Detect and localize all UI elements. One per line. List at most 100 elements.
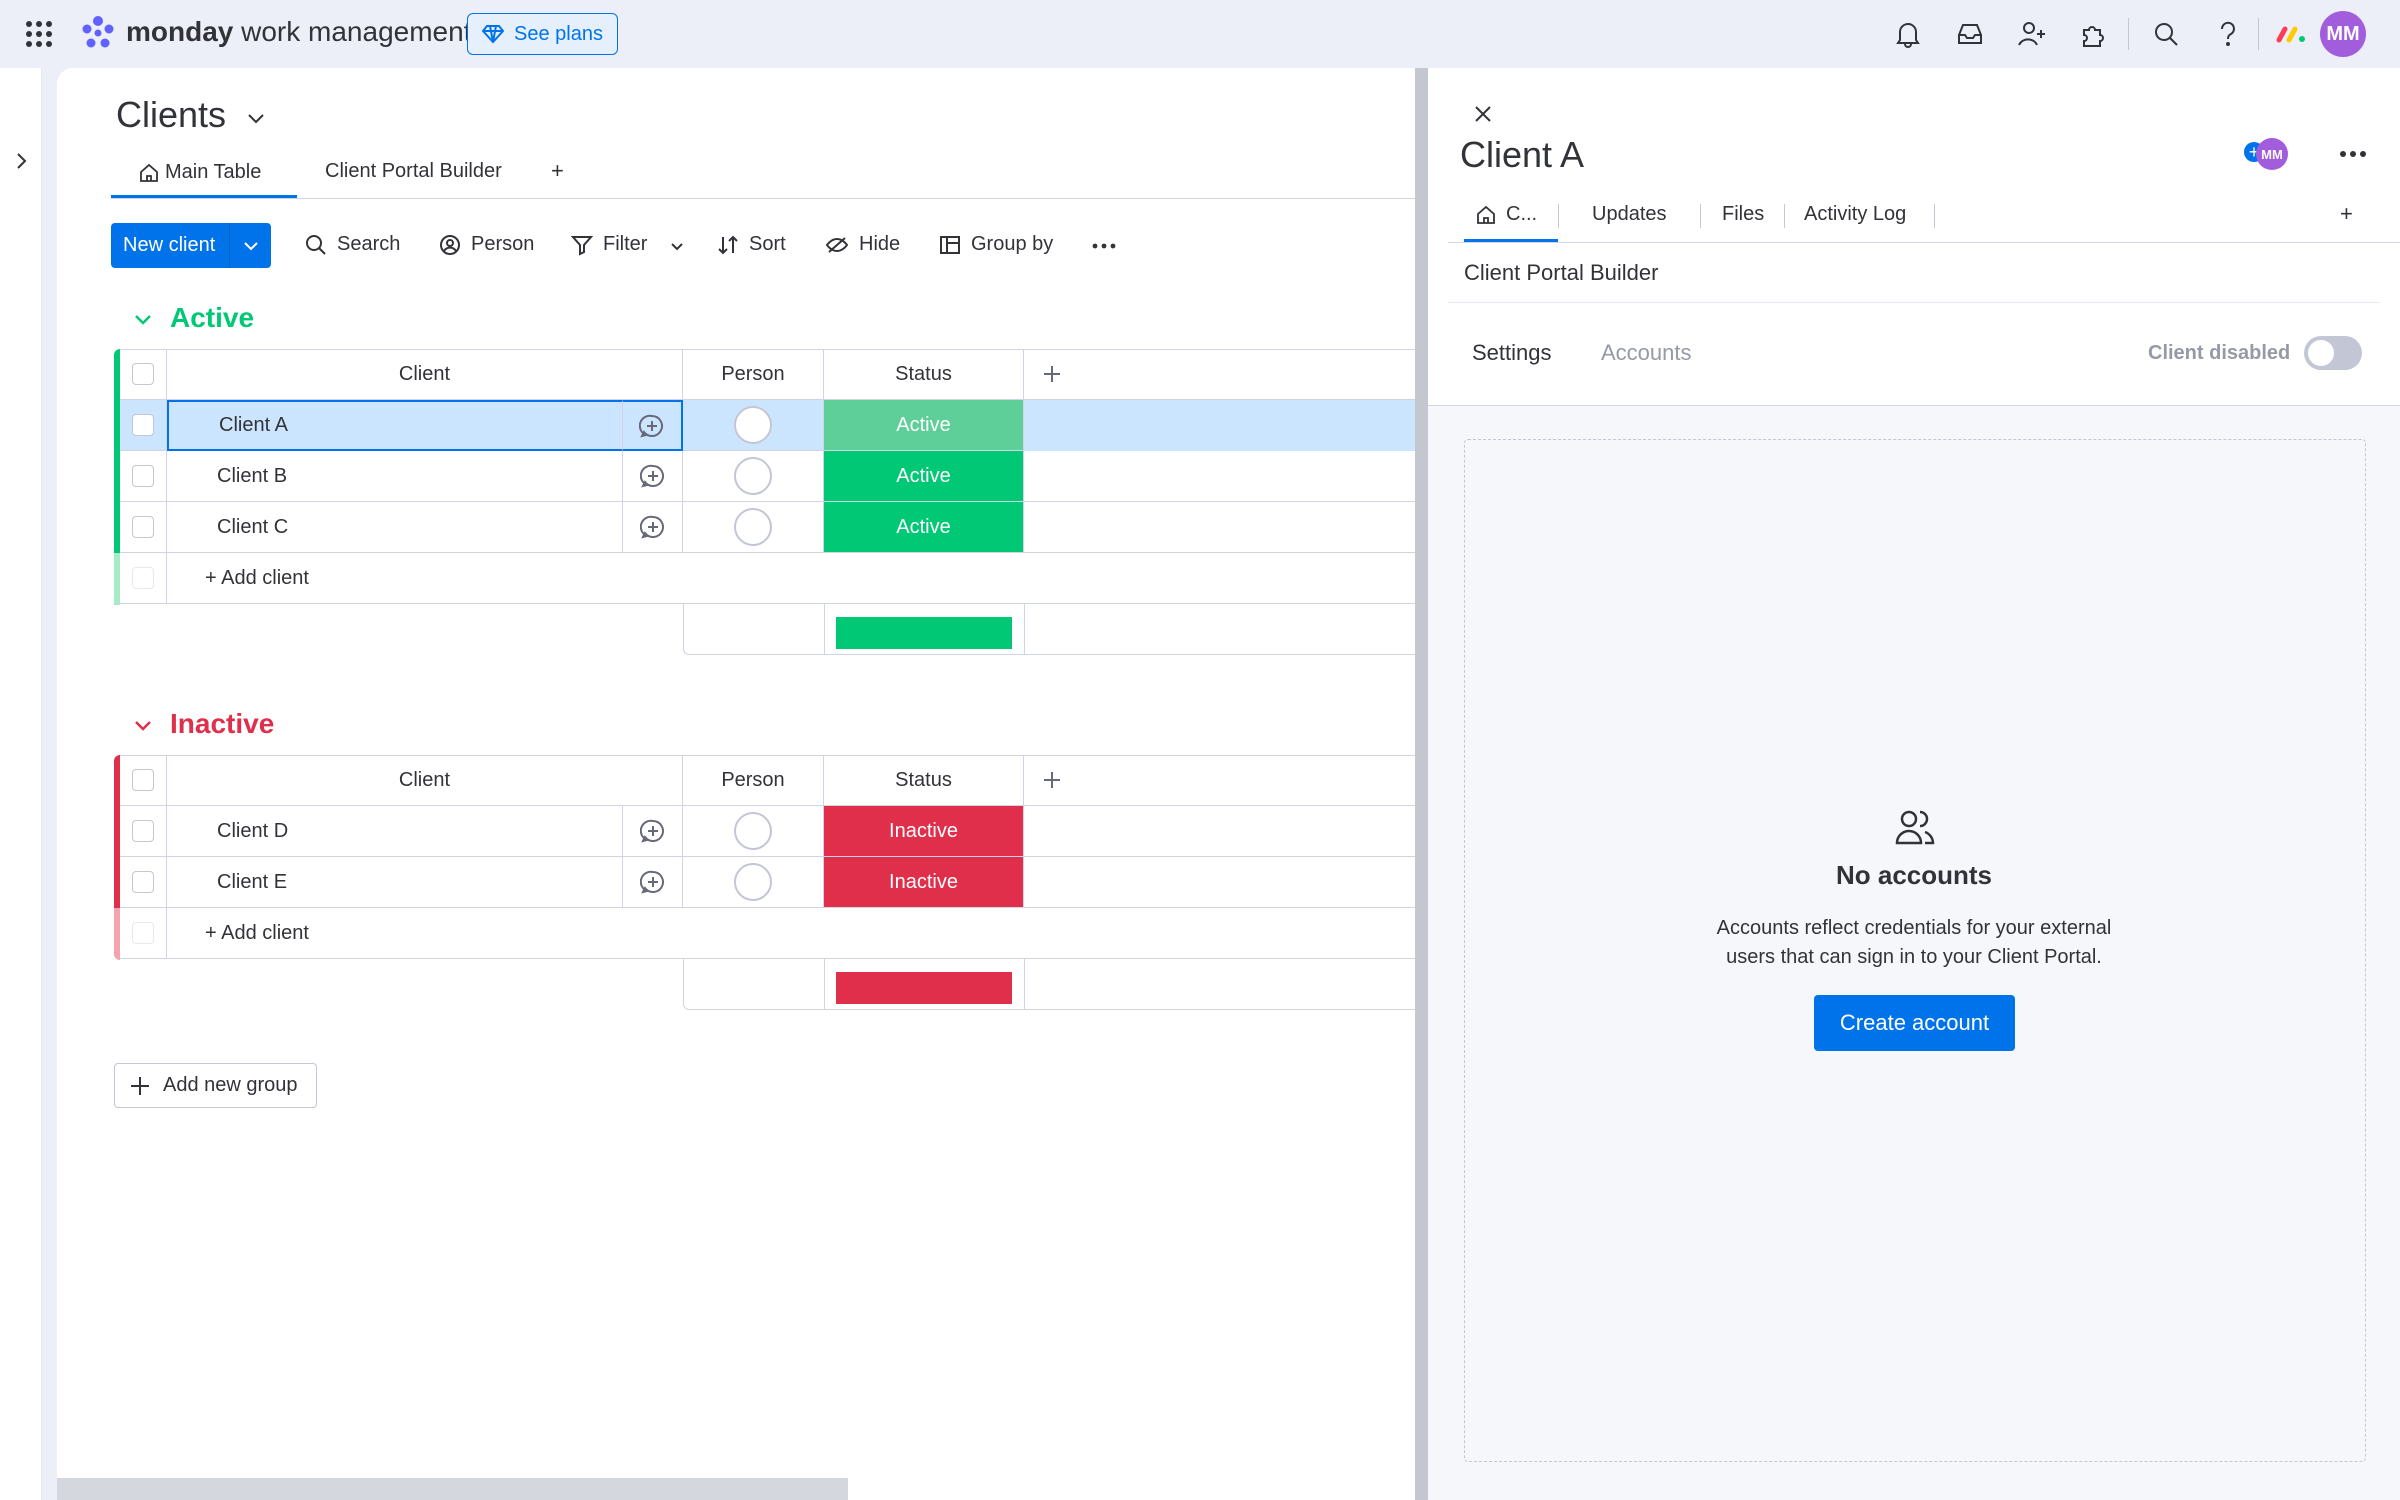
status-summary-bar[interactable] bbox=[836, 617, 1012, 649]
more-options-icon[interactable] bbox=[1091, 236, 1117, 256]
item-name-cell[interactable]: Client B bbox=[167, 451, 623, 502]
see-plans-button[interactable]: See plans bbox=[467, 13, 618, 55]
add-column-button[interactable] bbox=[1024, 349, 1080, 400]
active-tab-underline bbox=[111, 195, 297, 198]
more-options-icon[interactable] bbox=[2338, 146, 2368, 162]
row-filler bbox=[1024, 806, 1415, 857]
item-name-cell[interactable]: Client E bbox=[167, 857, 623, 908]
person-cell[interactable] bbox=[683, 400, 824, 451]
column-header-person[interactable]: Person bbox=[683, 349, 824, 400]
panel-body-top-border bbox=[1428, 405, 2400, 406]
item-name-cell[interactable]: Client A bbox=[167, 400, 623, 451]
tab-client-portal-builder[interactable]: Client Portal Builder bbox=[325, 160, 502, 182]
panel-tab-updates[interactable]: Updates bbox=[1592, 203, 1667, 225]
column-header-status[interactable]: Status bbox=[824, 349, 1024, 400]
help-icon[interactable] bbox=[2208, 14, 2248, 54]
accounts-panel-body: No accounts Accounts reflect credentials… bbox=[1428, 405, 2400, 1500]
panel-tab-activity-log[interactable]: Activity Log bbox=[1804, 203, 1907, 225]
item-title[interactable]: Client A bbox=[1460, 134, 1585, 175]
item-name-cell[interactable]: Client C bbox=[167, 502, 623, 553]
row-checkbox-cell bbox=[120, 857, 167, 908]
tab-separator bbox=[1700, 204, 1701, 228]
search-icon[interactable] bbox=[2146, 14, 2186, 54]
row-checkbox[interactable] bbox=[132, 465, 154, 487]
item-updates-cell[interactable] bbox=[623, 451, 683, 502]
item-updates-cell[interactable] bbox=[623, 400, 683, 451]
chevron-down-icon[interactable] bbox=[230, 223, 271, 268]
inbox-icon[interactable] bbox=[1950, 14, 1990, 54]
item-name-cell[interactable]: Client D bbox=[167, 806, 623, 857]
person-filter-tool[interactable]: Person bbox=[439, 233, 534, 256]
row-checkbox[interactable] bbox=[132, 871, 154, 893]
apps-marketplace-icon[interactable] bbox=[2074, 14, 2114, 54]
create-account-button[interactable]: Create account bbox=[1814, 995, 2015, 1051]
panel-tab-files[interactable]: Files bbox=[1722, 203, 1765, 225]
summary-divider bbox=[1024, 959, 1025, 1010]
new-client-button[interactable]: New client bbox=[111, 223, 271, 268]
section-title: Client Portal Builder bbox=[1464, 260, 1659, 285]
panel-resize-handle[interactable] bbox=[1415, 68, 1428, 1500]
select-all-checkbox[interactable] bbox=[132, 769, 154, 791]
chevron-down-icon[interactable] bbox=[669, 238, 685, 254]
person-cell[interactable] bbox=[683, 806, 824, 857]
add-column-button[interactable] bbox=[1024, 755, 1080, 806]
subtab-accounts[interactable]: Accounts bbox=[1601, 340, 1692, 365]
group-title-inactive[interactable]: Inactive bbox=[170, 708, 275, 739]
group-title-active[interactable]: Active bbox=[170, 302, 255, 333]
status-cell[interactable]: Active bbox=[824, 400, 1024, 451]
item-updates-cell[interactable] bbox=[623, 502, 683, 553]
group-table-inactive: Client Person Status Client D Inactive C… bbox=[114, 755, 1415, 1035]
subscribers-avatar[interactable]: + MM bbox=[2244, 136, 2294, 170]
person-cell[interactable] bbox=[683, 502, 824, 553]
subtab-settings[interactable]: Settings bbox=[1472, 340, 1552, 365]
apps-grid-icon[interactable] bbox=[22, 17, 56, 51]
horizontal-scrollbar[interactable] bbox=[57, 1478, 848, 1500]
status-cell[interactable]: Inactive bbox=[824, 857, 1024, 908]
invite-members-icon[interactable] bbox=[2012, 14, 2052, 54]
status-cell[interactable]: Active bbox=[824, 451, 1024, 502]
row-checkbox[interactable] bbox=[132, 820, 154, 842]
chevron-down-icon[interactable] bbox=[245, 108, 267, 130]
user-avatar[interactable]: MM bbox=[2320, 11, 2366, 57]
group-top-border bbox=[120, 349, 1415, 350]
add-view-button[interactable]: + bbox=[551, 158, 564, 183]
item-updates-cell[interactable] bbox=[623, 806, 683, 857]
board-title[interactable]: Clients bbox=[116, 94, 227, 135]
item-updates-cell[interactable] bbox=[623, 857, 683, 908]
add-item-row[interactable]: + Add client bbox=[167, 908, 1415, 959]
filter-tool[interactable]: Filter bbox=[571, 233, 647, 256]
status-cell[interactable]: Active bbox=[824, 502, 1024, 553]
tab-main-table[interactable]: Main Table bbox=[139, 161, 261, 184]
column-header-client[interactable]: Client bbox=[167, 349, 683, 400]
status-summary-bar[interactable] bbox=[836, 972, 1012, 1004]
close-icon[interactable] bbox=[1470, 101, 1496, 127]
bell-icon[interactable] bbox=[1888, 14, 1928, 54]
add-item-row[interactable]: + Add client bbox=[167, 553, 1415, 604]
monday-product-icon[interactable] bbox=[2274, 16, 2310, 52]
hide-tool[interactable]: Hide bbox=[825, 233, 900, 256]
select-all-checkbox[interactable] bbox=[132, 363, 154, 385]
panel-tab-client[interactable]: C... bbox=[1476, 203, 1537, 226]
status-cell[interactable]: Inactive bbox=[824, 806, 1024, 857]
brand-name[interactable]: monday work management bbox=[126, 16, 471, 48]
panel-tabs-divider bbox=[1448, 242, 2400, 243]
chevron-right-icon[interactable] bbox=[10, 150, 32, 172]
person-cell[interactable] bbox=[683, 451, 824, 502]
column-header-client[interactable]: Client bbox=[167, 755, 683, 806]
client-disabled-toggle[interactable] bbox=[2304, 336, 2362, 370]
column-header-person[interactable]: Person bbox=[683, 755, 824, 806]
group-by-label: Group by bbox=[971, 233, 1054, 255]
collapse-group-chevron-icon[interactable] bbox=[131, 308, 155, 332]
search-tool[interactable]: Search bbox=[305, 233, 400, 256]
add-new-group-button[interactable]: Add new group bbox=[114, 1063, 317, 1108]
row-checkbox[interactable] bbox=[132, 516, 154, 538]
add-row-color-bar bbox=[114, 908, 120, 960]
column-header-status[interactable]: Status bbox=[824, 755, 1024, 806]
collapse-group-chevron-icon[interactable] bbox=[131, 714, 155, 738]
person-cell[interactable] bbox=[683, 857, 824, 908]
header-filler bbox=[1080, 755, 1415, 806]
sort-tool[interactable]: Sort bbox=[717, 233, 786, 256]
panel-add-tab-button[interactable]: + bbox=[2340, 201, 2353, 226]
group-by-tool[interactable]: Group by bbox=[939, 233, 1053, 256]
row-checkbox[interactable] bbox=[132, 414, 154, 436]
